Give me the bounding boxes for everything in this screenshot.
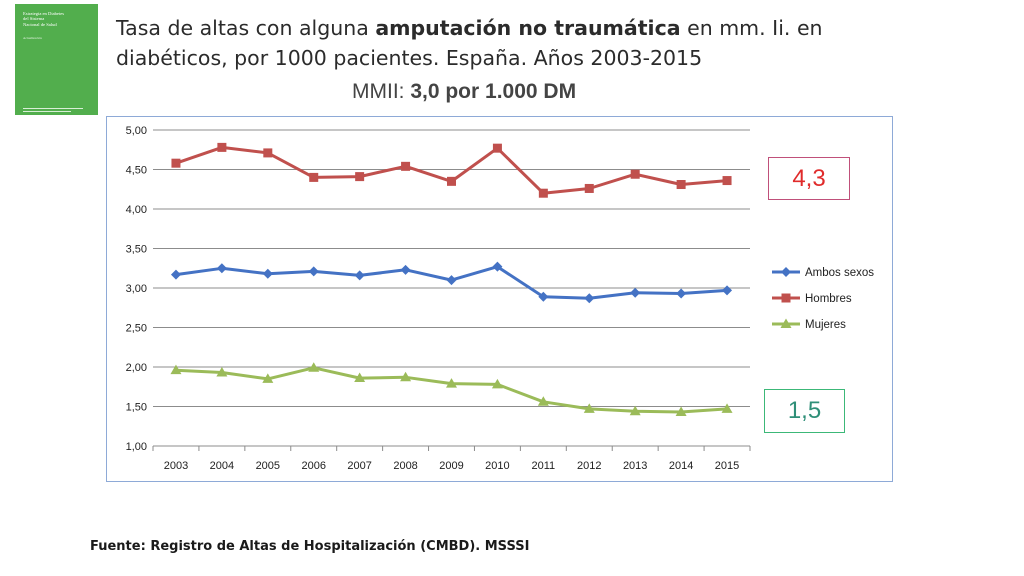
data-point-ambos bbox=[630, 287, 641, 298]
data-point-ambos bbox=[538, 291, 549, 302]
title-suffix: en mm. Ii. en diabéticos, por 1000 pacie… bbox=[116, 16, 823, 70]
cover-decoration-line bbox=[23, 111, 71, 112]
title-emphasis: amputación no traumática bbox=[375, 16, 681, 40]
line-chart: 1,00 1,50 2,00 2,50 3,00 3,50 4,00 4,50 5,00 2003… bbox=[126, 125, 875, 472]
data-point-mujeres bbox=[170, 364, 182, 375]
x-tick-label: 2013 bbox=[623, 460, 647, 472]
x-tick-label: 2010 bbox=[485, 460, 509, 472]
data-point-mujeres bbox=[216, 367, 228, 377]
subtitle-label: MMII: bbox=[352, 80, 411, 103]
legend-marker-hombres bbox=[781, 293, 791, 303]
data-point-ambos bbox=[722, 285, 733, 296]
y-tick-label: 3,00 bbox=[126, 283, 147, 295]
women-rate-callout: 1,5 bbox=[764, 389, 845, 433]
data-point-ambos bbox=[170, 269, 181, 280]
data-point-hombres bbox=[355, 172, 365, 182]
data-point-ambos bbox=[354, 270, 365, 281]
x-tick-label: 2011 bbox=[532, 460, 556, 472]
data-point-hombres bbox=[630, 169, 640, 179]
data-point-ambos bbox=[584, 293, 595, 304]
data-point-hombres bbox=[676, 180, 686, 190]
data-point-ambos bbox=[400, 264, 411, 275]
cover-decoration-line bbox=[23, 108, 83, 109]
x-tick-label: 2012 bbox=[577, 460, 601, 472]
y-tick-label: 1,00 bbox=[126, 441, 147, 453]
report-cover-thumbnail: Estrategia en Diabetes del Sistema Nacio… bbox=[15, 4, 98, 115]
data-point-mujeres bbox=[629, 405, 641, 416]
men-rate-callout: 4,3 bbox=[768, 157, 850, 200]
y-tick-label: 4,50 bbox=[126, 165, 147, 177]
data-point-hombres bbox=[263, 148, 273, 158]
slide-subtitle: MMII: 3,0 por 1.000 DM bbox=[352, 80, 576, 104]
series-line-mujeres bbox=[175, 366, 728, 414]
y-tick-label: 5,00 bbox=[126, 125, 147, 137]
data-point-hombres bbox=[309, 172, 319, 182]
data-point-hombres bbox=[584, 183, 594, 193]
x-tick-label: 2004 bbox=[210, 460, 234, 472]
legend-label-hombres: Hombres bbox=[805, 293, 852, 305]
data-point-ambos bbox=[308, 266, 319, 277]
legend-label-ambos: Ambos sexos bbox=[805, 267, 874, 279]
slide-title: Tasa de altas con alguna amputación no t… bbox=[116, 13, 876, 73]
source-note: Fuente: Registro de Altas de Hospitaliza… bbox=[90, 539, 530, 554]
data-point-mujeres bbox=[675, 406, 687, 417]
data-point-ambos bbox=[262, 268, 273, 279]
x-tick-label: 2005 bbox=[256, 460, 280, 472]
x-tick-label: 2015 bbox=[715, 460, 739, 472]
x-tick-label: 2007 bbox=[347, 460, 371, 472]
data-point-ambos bbox=[446, 275, 457, 286]
legend-marker-ambos bbox=[781, 267, 791, 277]
data-point-mujeres bbox=[537, 396, 549, 406]
data-point-hombres bbox=[401, 161, 411, 171]
y-tick-label: 3,50 bbox=[126, 244, 147, 256]
x-tick-label: 2003 bbox=[164, 460, 188, 472]
y-tick-label: 1,50 bbox=[126, 402, 147, 414]
data-point-hombres bbox=[492, 143, 502, 153]
data-point-hombres bbox=[171, 158, 181, 168]
x-tick-label: 2009 bbox=[439, 460, 463, 472]
cover-title: Estrategia en Diabetes del Sistema Nacio… bbox=[23, 11, 65, 27]
subtitle-value: 3,0 por 1.000 DM bbox=[410, 80, 577, 103]
data-point-hombres bbox=[538, 188, 548, 198]
y-tick-label: 2,50 bbox=[126, 323, 147, 335]
legend-marker-mujeres bbox=[780, 318, 792, 328]
data-point-mujeres bbox=[400, 371, 412, 382]
data-point-hombres bbox=[722, 176, 732, 186]
data-point-ambos bbox=[492, 261, 503, 272]
data-point-mujeres bbox=[446, 378, 457, 388]
series-line-hombres bbox=[175, 145, 728, 195]
data-point-ambos bbox=[216, 263, 227, 274]
data-point-mujeres bbox=[308, 362, 320, 372]
data-point-mujeres bbox=[583, 403, 595, 413]
data-point-mujeres bbox=[354, 372, 366, 383]
data-point-mujeres bbox=[491, 378, 503, 389]
legend-label-mujeres: Mujeres bbox=[805, 319, 846, 331]
chart-frame bbox=[106, 116, 893, 482]
x-tick-label: 2006 bbox=[301, 460, 325, 472]
title-prefix: Tasa de altas con alguna bbox=[116, 16, 376, 40]
cover-subtitle: Actualización bbox=[23, 36, 42, 40]
y-tick-label: 2,00 bbox=[126, 362, 147, 374]
data-point-ambos bbox=[676, 288, 687, 299]
data-point-mujeres bbox=[721, 403, 733, 413]
data-point-hombres bbox=[447, 176, 456, 186]
x-tick-label: 2014 bbox=[669, 460, 693, 472]
data-point-hombres bbox=[217, 142, 227, 152]
x-tick-label: 2008 bbox=[393, 460, 417, 472]
y-tick-label: 4,00 bbox=[126, 204, 147, 216]
data-point-mujeres bbox=[262, 373, 274, 383]
